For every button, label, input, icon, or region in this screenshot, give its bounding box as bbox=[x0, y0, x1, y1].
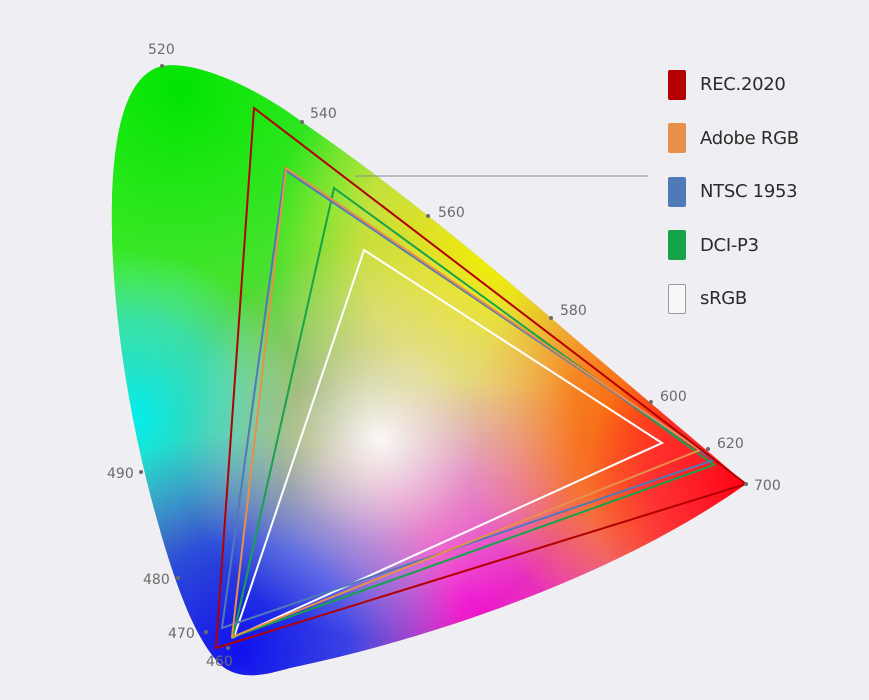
legend-label: DCI-P3 bbox=[700, 234, 759, 256]
wavelength-label: 490 bbox=[107, 466, 134, 482]
legend-label: REC.2020 bbox=[700, 74, 786, 96]
legend-item-srgb: sRGB bbox=[668, 272, 799, 326]
swatch-srgb bbox=[668, 283, 686, 314]
legend: REC.2020 Adobe RGB NTSC 1953 DCI-P3 sRGB bbox=[668, 58, 799, 326]
gamut-ntsc-1953 bbox=[220, 168, 717, 630]
legend-label: sRGB bbox=[700, 288, 747, 310]
wavelength-label: 480 bbox=[143, 572, 170, 588]
tick-dot bbox=[176, 576, 180, 580]
legend-item-ntsc-1953: NTSC 1953 bbox=[668, 165, 799, 219]
gamut-srgb bbox=[232, 248, 665, 639]
wavelength-label: 520 bbox=[148, 42, 175, 58]
tick-dot bbox=[744, 482, 748, 486]
swatch-rec2020 bbox=[668, 69, 686, 100]
tick-dot bbox=[649, 400, 653, 404]
swatch-adobe-rgb bbox=[668, 123, 686, 154]
tick-dot bbox=[139, 470, 143, 474]
legend-item-adobe-rgb: Adobe RGB bbox=[668, 112, 799, 166]
wavelength-ticks: 460 470 480 490 520 540 560 580 600 620 700 bbox=[107, 42, 781, 670]
tick-dot bbox=[706, 447, 710, 451]
tick-dot bbox=[160, 64, 164, 68]
gamut-adobe-rgb bbox=[230, 166, 703, 639]
tick-dot bbox=[549, 316, 553, 320]
legend-label: Adobe RGB bbox=[700, 127, 799, 149]
spectral-locus bbox=[111, 65, 746, 676]
wavelength-label: 470 bbox=[168, 626, 195, 642]
wavelength-label: 580 bbox=[560, 303, 587, 319]
wavelength-label: 460 bbox=[206, 654, 233, 670]
tick-dot bbox=[426, 214, 430, 218]
wavelength-label: 540 bbox=[310, 106, 337, 122]
gamut-triangles bbox=[214, 106, 749, 650]
swatch-ntsc-1953 bbox=[668, 176, 686, 207]
legend-label: NTSC 1953 bbox=[700, 181, 798, 203]
tick-dot bbox=[300, 120, 304, 124]
wavelength-label: 600 bbox=[660, 389, 687, 405]
gamut-dci-p3 bbox=[231, 186, 717, 639]
wavelength-label: 700 bbox=[754, 478, 781, 494]
legend-item-rec2020: REC.2020 bbox=[668, 58, 799, 112]
tick-dot bbox=[226, 646, 230, 650]
gamut-rec-2020 bbox=[214, 106, 749, 650]
wavelength-label: 620 bbox=[717, 436, 744, 452]
legend-item-dci-p3: DCI-P3 bbox=[668, 219, 799, 273]
swatch-dci-p3 bbox=[668, 230, 686, 261]
tick-dot bbox=[204, 630, 208, 634]
wavelength-label: 560 bbox=[438, 205, 465, 221]
